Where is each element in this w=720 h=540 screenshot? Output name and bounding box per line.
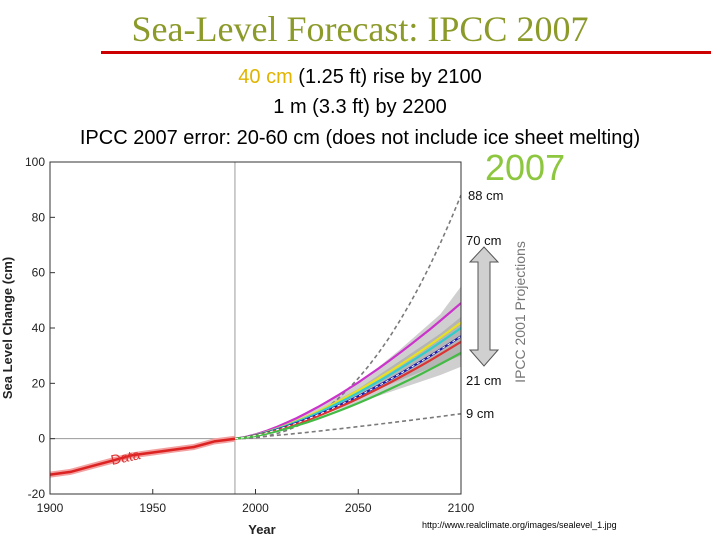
- y-tick-label: 0: [38, 432, 45, 446]
- y-tick-label: 80: [32, 210, 46, 224]
- title-underline: [101, 51, 711, 54]
- y-tick-label: 20: [32, 376, 46, 390]
- highlight-40cm: 40 cm: [238, 66, 293, 88]
- subtitle-line-1: 40 cm (1.25 ft) rise by 2100: [0, 66, 720, 89]
- slide-title: Sea-Level Forecast: IPCC 2007: [131, 9, 589, 49]
- x-tick-label: 2050: [345, 501, 372, 515]
- bound-lower-bound: [234, 413, 461, 440]
- plot-area: [49, 161, 462, 495]
- x-tick-label: 2100: [448, 501, 475, 515]
- year-2007-label: 2007: [485, 147, 566, 188]
- observed-data-line: [50, 437, 236, 476]
- ipcc-2001-projections-label: IPCC 2001 Projections: [512, 241, 528, 383]
- y-tick-label: 100: [25, 155, 45, 169]
- source-credit: http://www.realclimate.org/images/sealev…: [422, 520, 617, 530]
- x-tick-label: 1900: [37, 501, 64, 515]
- annotation-70cm: 70 cm: [466, 233, 501, 248]
- range-double-arrow: [468, 246, 500, 367]
- scenario-green: [234, 351, 461, 440]
- subtitle-line-3: IPCC 2007 error: 20-60 cm (does not incl…: [79, 127, 641, 149]
- plot-background: [50, 162, 461, 494]
- data-label: Data: [109, 446, 141, 468]
- x-tick-label: 2000: [242, 501, 269, 515]
- annotation-9cm: 9 cm: [466, 406, 494, 421]
- y-tick-label: 60: [32, 266, 46, 280]
- subtitle-line-1-rest: (1.25 ft) rise by 2100: [292, 66, 482, 88]
- y-tick-label: -20: [28, 487, 46, 501]
- x-tick-label: 1950: [139, 501, 166, 515]
- scenario-blue-dashes: [234, 335, 461, 440]
- y-tick-label: 40: [32, 321, 46, 335]
- y-axis-label: Sea Level Change (cm): [0, 257, 15, 399]
- x-axis-label: Year: [248, 522, 275, 537]
- subtitle-line-2: 1 m (3.3 ft) by 2200: [273, 96, 447, 118]
- scenario-magenta: [234, 302, 461, 440]
- annotation-88cm: 88 cm: [468, 188, 503, 203]
- annotation-21cm: 21 cm: [466, 373, 501, 388]
